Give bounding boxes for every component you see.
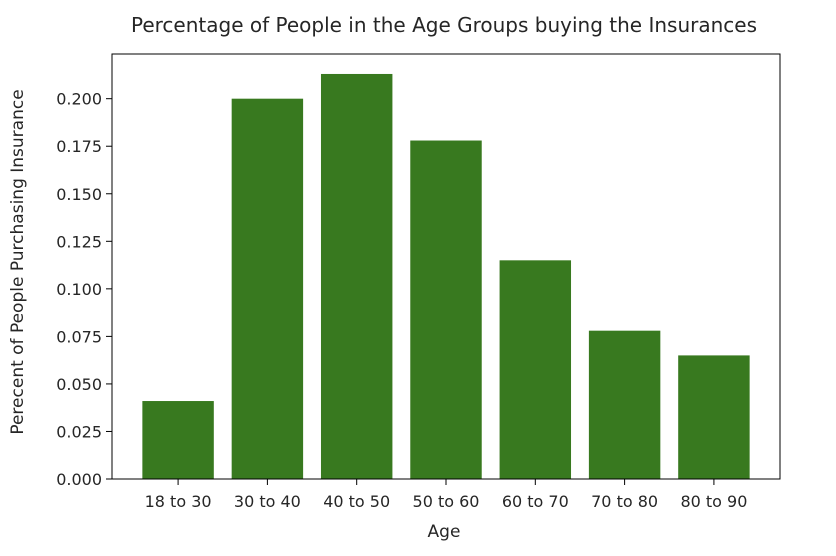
- chart-title: Percentage of People in the Age Groups b…: [131, 13, 757, 37]
- bar-30-to-40: [231, 98, 304, 479]
- y-tick-label: 0.150: [56, 185, 102, 204]
- bar-40-to-50: [320, 73, 393, 480]
- y-tick-label: 0.025: [56, 422, 102, 441]
- y-tick-label: 0.000: [56, 470, 102, 489]
- x-tick-label: 80 to 90: [680, 492, 747, 511]
- x-tick-label: 60 to 70: [502, 492, 569, 511]
- y-tick-label: 0.125: [56, 232, 102, 251]
- y-axis-ticks: 0.000 0.025 0.050 0.075 0.100 0.125 0.150 0.175…: [56, 90, 112, 489]
- x-axis-label: Age: [428, 522, 461, 542]
- x-tick-label: 18 to 30: [145, 492, 212, 511]
- y-tick-label: 0.200: [56, 90, 102, 109]
- x-tick-label: 50 to 60: [413, 492, 480, 511]
- y-tick-label: 0.100: [56, 280, 102, 299]
- bar-80-to-90: [678, 355, 750, 479]
- x-tick-label: 40 to 50: [323, 492, 390, 511]
- y-tick-label: 0.175: [56, 137, 102, 156]
- x-tick-label: 70 to 80: [591, 492, 658, 511]
- x-tick-label: 30 to 40: [234, 492, 301, 511]
- bar-60-to-70: [499, 260, 572, 479]
- y-tick-label: 0.075: [56, 327, 102, 346]
- plot-frame: [111, 53, 781, 480]
- bars-group: [142, 73, 750, 480]
- bar-18-to-30: [142, 401, 214, 479]
- y-tick-label: 0.050: [56, 375, 102, 394]
- bar-50-to-60: [410, 140, 482, 480]
- bar-70-to-80: [588, 330, 661, 479]
- x-axis-ticks: 18 to 30 30 to 40 40 to 50 50 to 60 60 to 70…: [145, 479, 747, 511]
- y-axis-label: Perecent of People Purchasing Insurance: [8, 89, 28, 434]
